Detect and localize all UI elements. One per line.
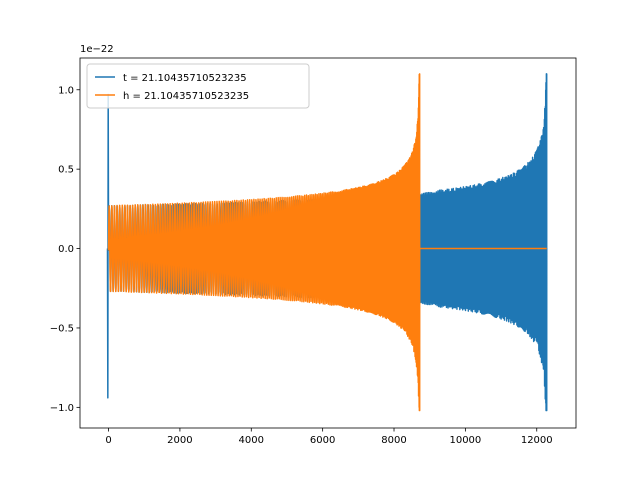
y-tick-label-1: −0.5 [50,323,74,334]
x-tick-label-4: 8000 [381,435,406,446]
legend-label-0: t = 21.10435710523235 [123,73,247,84]
y-axis: −1.0 −0.5 0.0 0.5 1.0 [50,85,80,414]
x-axis: 0 2000 4000 6000 8000 10000 12000 [105,428,553,446]
legend-label-1: h = 21.10435710523235 [123,91,249,102]
y-tick-label-2: 0.0 [58,244,74,255]
x-tick-label-6: 12000 [521,435,553,446]
series-line-1 [107,73,547,412]
x-tick-label-1: 2000 [167,435,192,446]
axis-offset-text: 1e−22 [80,44,114,55]
y-tick-label-0: −1.0 [50,403,74,414]
y-tick-label-4: 1.0 [58,85,74,96]
legend: t = 21.10435710523235 h = 21.104357105232… [86,63,310,109]
y-tick-label-3: 0.5 [58,165,74,176]
plot-frame [79,57,577,429]
x-tick-label-5: 10000 [449,435,481,446]
x-tick-label-2: 4000 [239,435,264,446]
series-layer [106,73,548,412]
x-tick-label-3: 6000 [310,435,335,446]
x-tick-label-0: 0 [105,435,111,446]
legend-box [86,63,310,109]
